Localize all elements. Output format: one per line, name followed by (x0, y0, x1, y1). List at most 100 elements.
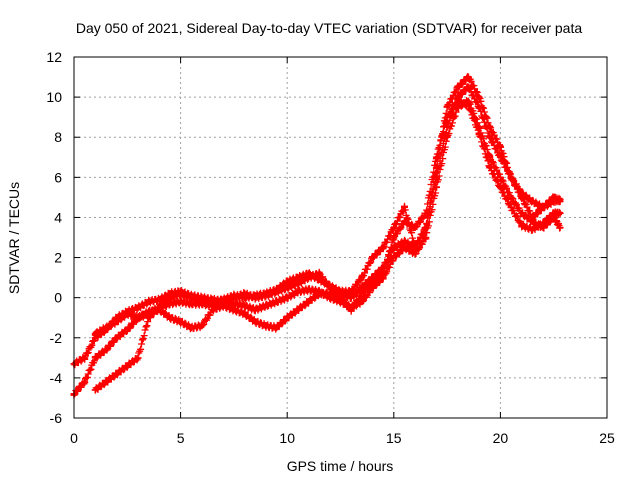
data-point (539, 203, 547, 211)
data-point (475, 129, 483, 137)
data-point (273, 324, 281, 332)
data-point (454, 83, 462, 91)
data-point (219, 296, 227, 304)
data-point (251, 292, 259, 300)
data-point (187, 300, 195, 308)
data-point (507, 193, 515, 201)
data-point (134, 354, 142, 362)
y-tick-label: 2 (54, 250, 62, 266)
data-point (230, 306, 238, 314)
data-point (556, 209, 564, 217)
data-point (262, 302, 270, 310)
data-point (283, 278, 291, 286)
data-point (518, 193, 526, 201)
x-axis-label: GPS time / hours (287, 458, 394, 474)
data-point (528, 225, 536, 233)
data-point (145, 314, 153, 322)
data-point (198, 322, 206, 330)
data-point (358, 274, 366, 282)
data-point (411, 244, 419, 252)
data-point (432, 183, 440, 191)
data-point (91, 330, 99, 338)
data-point (198, 296, 206, 304)
data-point (91, 386, 99, 394)
data-point (305, 270, 313, 278)
data-point (177, 290, 185, 298)
data-point (507, 173, 515, 181)
chart-title: Day 050 of 2021, Sidereal Day-to-day VTE… (76, 20, 583, 36)
data-point (241, 310, 249, 318)
data-point (187, 294, 195, 302)
data-point (177, 318, 185, 326)
data-point (347, 306, 355, 314)
data-point (273, 286, 281, 294)
data-point (550, 209, 558, 217)
data-point (294, 288, 302, 296)
data-point (411, 223, 419, 231)
data-point (337, 288, 344, 296)
data-point (283, 314, 291, 322)
series-markers (91, 73, 564, 394)
data-point (496, 183, 504, 191)
data-point (123, 362, 131, 370)
data-series (70, 73, 564, 399)
data-point (294, 274, 302, 282)
data-point (400, 203, 408, 211)
data-point (454, 97, 462, 105)
data-point (347, 288, 355, 296)
data-point (102, 346, 110, 354)
data-point (486, 123, 494, 131)
data-point (81, 378, 89, 386)
data-point (91, 354, 99, 362)
data-point (528, 197, 536, 205)
x-tick-label: 0 (70, 430, 78, 446)
y-tick-label: 10 (46, 89, 62, 105)
data-point (123, 310, 131, 318)
data-point (496, 173, 504, 181)
data-point (556, 197, 564, 205)
y-axis-label: SDTVAR / TECUs (6, 182, 22, 294)
data-point (251, 318, 259, 326)
y-tick-label: 4 (54, 209, 62, 225)
data-point (262, 290, 270, 298)
series-track-4 (91, 73, 564, 394)
y-tick-label: 6 (54, 169, 62, 185)
data-point (539, 219, 547, 227)
data-point (432, 163, 440, 171)
data-point (294, 306, 302, 314)
data-point (134, 314, 142, 322)
data-point (486, 163, 494, 171)
x-tick-label: 5 (177, 430, 185, 446)
data-point (368, 254, 376, 262)
data-point (81, 354, 89, 362)
data-point (390, 223, 398, 231)
data-point (230, 292, 238, 300)
data-point (464, 101, 472, 109)
data-point (102, 378, 110, 386)
x-tick-label: 20 (493, 430, 509, 446)
data-point (166, 294, 174, 302)
data-point (123, 326, 131, 334)
plot-frame (73, 56, 608, 419)
data-point (113, 334, 121, 342)
data-point (556, 223, 564, 231)
data-point (326, 282, 334, 290)
data-point (209, 298, 217, 306)
y-tick-label: -2 (50, 330, 63, 346)
data-point (134, 304, 142, 312)
data-point (368, 278, 376, 286)
x-tick-label: 15 (386, 430, 402, 446)
data-point (187, 324, 195, 332)
data-point (528, 213, 536, 221)
data-point (486, 133, 494, 141)
data-point (113, 318, 121, 326)
data-point (443, 103, 451, 111)
data-point (262, 322, 270, 330)
data-point (496, 143, 504, 151)
data-point (411, 250, 419, 258)
data-point (390, 234, 398, 241)
data-point (241, 294, 249, 302)
data-point (550, 193, 558, 201)
data-point (102, 324, 110, 332)
x-tick-label: 10 (279, 430, 295, 446)
